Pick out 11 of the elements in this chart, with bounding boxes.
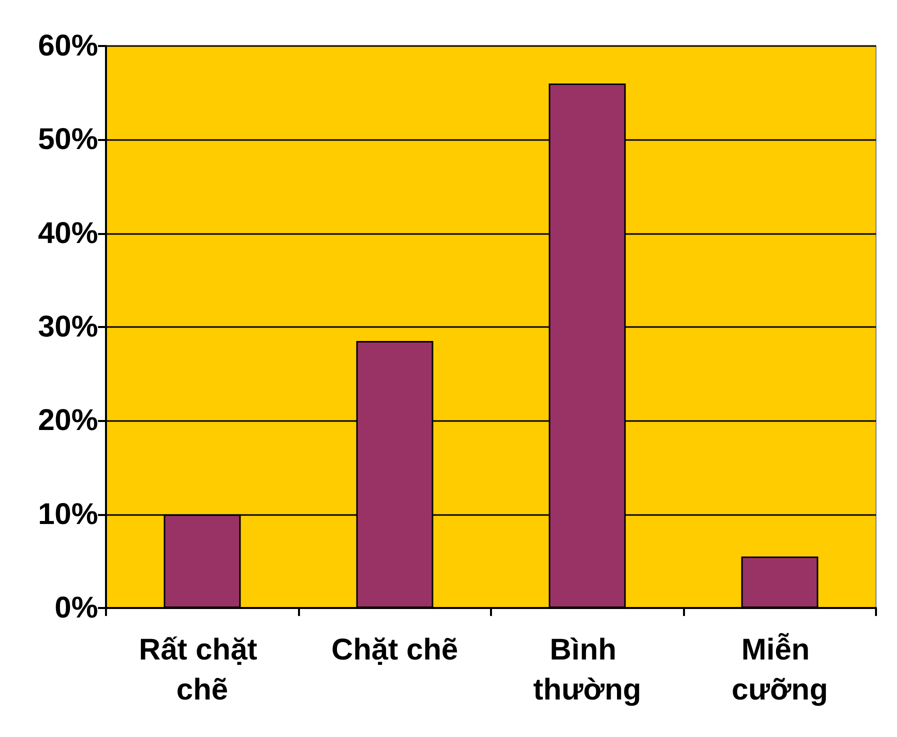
x-tick-label: Bình thường [533,634,642,706]
y-tick-label: 10% [38,498,98,531]
y-tick-label: 50% [38,123,98,156]
x-tick-label: Chặt chẽ [331,634,458,666]
y-tick-label: 20% [38,404,98,438]
y-tick-label: 60% [38,30,98,62]
x-tick-label: Miễn cưỡng [732,632,828,706]
y-tick-label: 30% [38,310,98,344]
y-tick-label: 0% [54,592,98,624]
x-tick-label: Rất chặt chẽ [138,634,266,706]
y-tick-label: 40% [38,216,98,250]
